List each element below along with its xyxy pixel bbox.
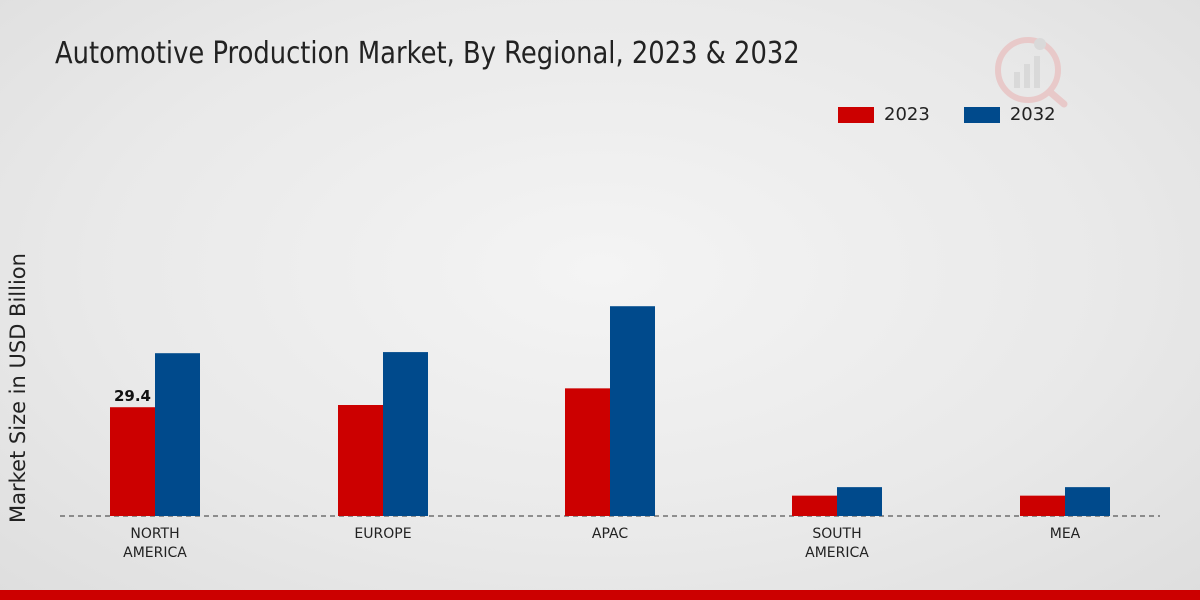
x-tick-label-mea: MEA [1050,526,1081,542]
bar-2023-mea [1020,495,1065,516]
bar-2032-europe [383,352,428,516]
x-tick-label-south-america: SOUTH AMERICA [805,526,869,561]
bar-2023-apac [565,388,610,516]
bar-2032-apac [610,306,655,516]
legend-swatch-2023 [838,106,874,123]
bar-2023-europe [338,405,383,516]
legend-label-2023: 2023 [884,104,930,125]
legend: 2023 2032 [838,104,1090,125]
legend-swatch-2032 [963,106,1000,123]
x-tick-label-apac: APAC [592,526,628,542]
legend-item-2023: 2023 [838,104,930,125]
legend-item-2032: 2032 [963,104,1056,125]
chart-title: Automotive Production Market, By Regiona… [55,36,800,71]
x-tick-label-north-america: NORTH AMERICA [123,526,187,561]
bar-2032-north-america [155,353,200,516]
x-tick-label-europe: EUROPE [354,526,411,542]
bar-2032-south-america [837,487,882,516]
legend-label-2032: 2032 [1009,104,1056,125]
watermark-logo-icon [995,37,1068,108]
bar-2023-south-america [792,495,837,516]
bottom-accent-bar [0,590,1200,600]
data-label-2023-0: 29.4 [114,387,151,405]
bar-2023-north-america [110,407,155,516]
bar-2032-mea [1065,487,1110,516]
